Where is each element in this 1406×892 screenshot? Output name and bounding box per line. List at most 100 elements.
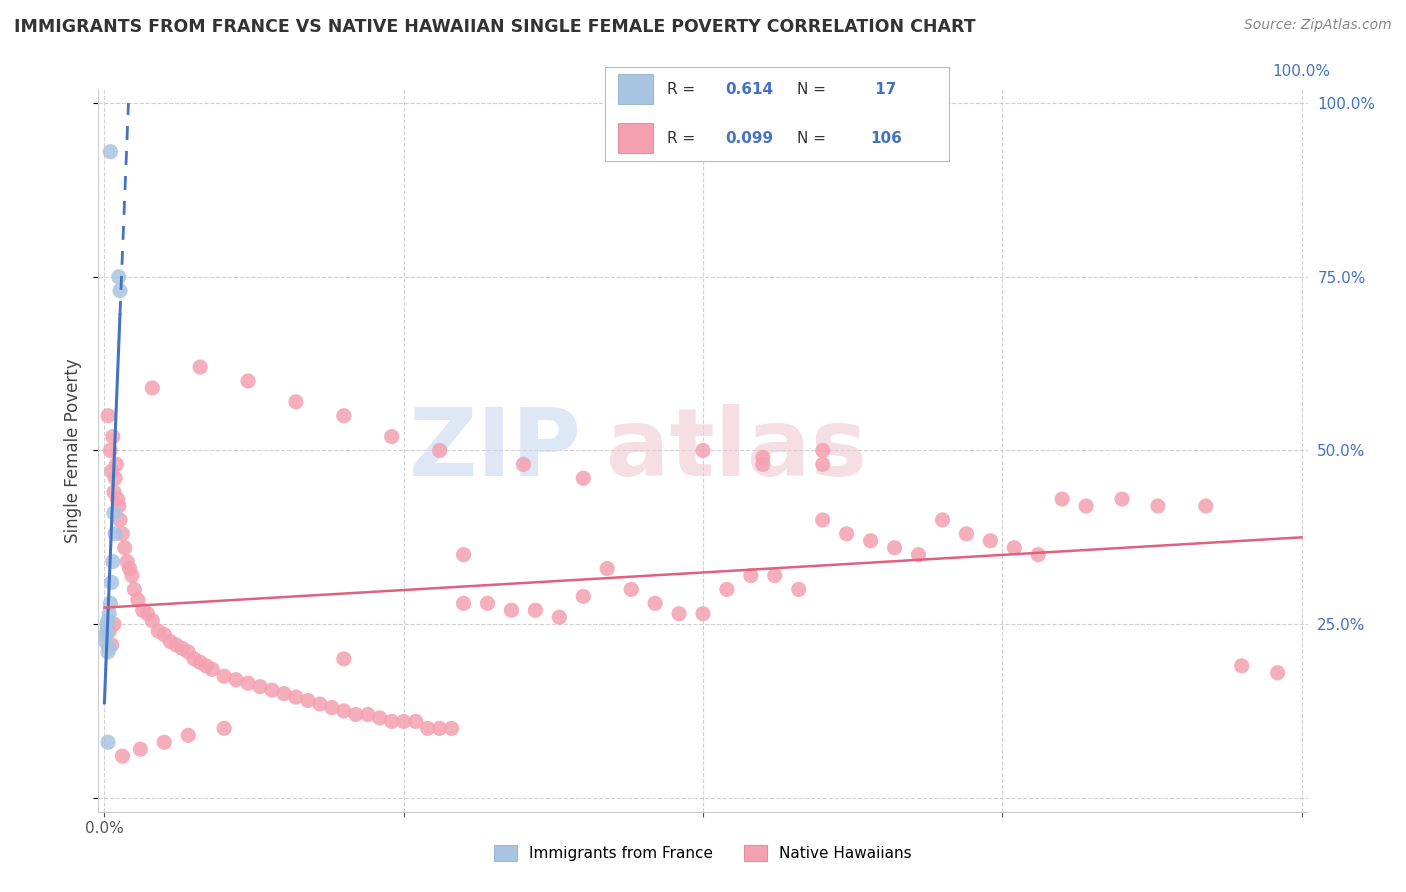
- Point: [596, 561, 619, 575]
- Point: [1111, 492, 1133, 507]
- Point: [859, 533, 882, 548]
- Point: [100, 575, 122, 590]
- Point: [740, 568, 762, 582]
- Point: [94, 627, 117, 641]
- Point: [811, 458, 834, 472]
- Point: [333, 409, 356, 423]
- Point: [752, 458, 775, 472]
- Point: [333, 652, 356, 666]
- Point: [692, 607, 714, 621]
- Point: [177, 645, 200, 659]
- Point: [201, 662, 224, 676]
- Point: [236, 676, 259, 690]
- Point: [114, 541, 136, 555]
- Point: [107, 499, 129, 513]
- Point: [100, 443, 122, 458]
- Point: [98, 641, 121, 656]
- Point: [309, 697, 332, 711]
- Point: [416, 722, 439, 736]
- Point: [273, 687, 295, 701]
- Point: [1195, 499, 1218, 513]
- Point: [118, 561, 141, 575]
- Point: [381, 429, 404, 443]
- Point: [1230, 658, 1253, 673]
- Text: N =: N =: [797, 82, 831, 97]
- Point: [111, 749, 134, 764]
- Point: [249, 680, 271, 694]
- Point: [100, 638, 122, 652]
- Point: [572, 590, 595, 604]
- Point: [429, 443, 451, 458]
- Point: [297, 693, 319, 707]
- Point: [115, 555, 138, 569]
- Point: [103, 506, 125, 520]
- Point: [141, 614, 163, 628]
- Text: IMMIGRANTS FROM FRANCE VS NATIVE HAWAIIAN SINGLE FEMALE POVERTY CORRELATION CHAR: IMMIGRANTS FROM FRANCE VS NATIVE HAWAIIA…: [14, 18, 976, 36]
- Legend: Immigrants from France, Native Hawaiians: Immigrants from France, Native Hawaiians: [486, 838, 920, 869]
- Point: [236, 374, 259, 388]
- Point: [103, 617, 125, 632]
- Point: [136, 607, 159, 621]
- Point: [108, 513, 131, 527]
- Point: [763, 568, 786, 582]
- Point: [979, 533, 1001, 548]
- Point: [668, 607, 690, 621]
- Point: [620, 582, 643, 597]
- Point: [94, 634, 117, 648]
- Point: [333, 704, 356, 718]
- Point: [405, 714, 427, 729]
- FancyBboxPatch shape: [619, 74, 652, 104]
- Point: [141, 381, 163, 395]
- Point: [835, 526, 858, 541]
- Point: [98, 624, 121, 639]
- Point: [183, 652, 205, 666]
- Point: [101, 429, 124, 443]
- Point: [787, 582, 810, 597]
- Point: [107, 269, 129, 284]
- Point: [321, 700, 343, 714]
- Point: [1026, 548, 1049, 562]
- Text: N =: N =: [797, 130, 831, 145]
- Point: [453, 548, 475, 562]
- Point: [96, 617, 118, 632]
- Point: [907, 548, 929, 562]
- Point: [132, 603, 155, 617]
- Point: [100, 464, 122, 478]
- Point: [108, 284, 131, 298]
- Text: ZIP: ZIP: [409, 404, 582, 497]
- Point: [368, 711, 391, 725]
- Point: [955, 526, 977, 541]
- Text: 106: 106: [870, 130, 901, 145]
- Point: [1050, 492, 1073, 507]
- Point: [165, 638, 187, 652]
- Point: [121, 568, 143, 582]
- Point: [1267, 665, 1289, 680]
- Point: [159, 634, 181, 648]
- Point: [103, 485, 125, 500]
- Point: [692, 443, 714, 458]
- Point: [104, 471, 127, 485]
- Point: [107, 492, 129, 507]
- Point: [811, 443, 834, 458]
- Text: 0.099: 0.099: [725, 130, 773, 145]
- Point: [101, 555, 124, 569]
- Point: [931, 513, 953, 527]
- Point: [188, 360, 211, 375]
- Point: [392, 714, 415, 729]
- Point: [195, 658, 218, 673]
- Point: [98, 607, 121, 621]
- Text: R =: R =: [666, 130, 700, 145]
- Point: [97, 645, 120, 659]
- Point: [188, 656, 211, 670]
- Point: [212, 669, 235, 683]
- FancyBboxPatch shape: [619, 123, 652, 153]
- Point: [172, 641, 194, 656]
- Point: [212, 722, 235, 736]
- Point: [97, 614, 120, 628]
- Point: [96, 624, 118, 639]
- Point: [1074, 499, 1097, 513]
- Point: [453, 596, 475, 610]
- Point: [548, 610, 571, 624]
- Point: [883, 541, 905, 555]
- Point: [524, 603, 547, 617]
